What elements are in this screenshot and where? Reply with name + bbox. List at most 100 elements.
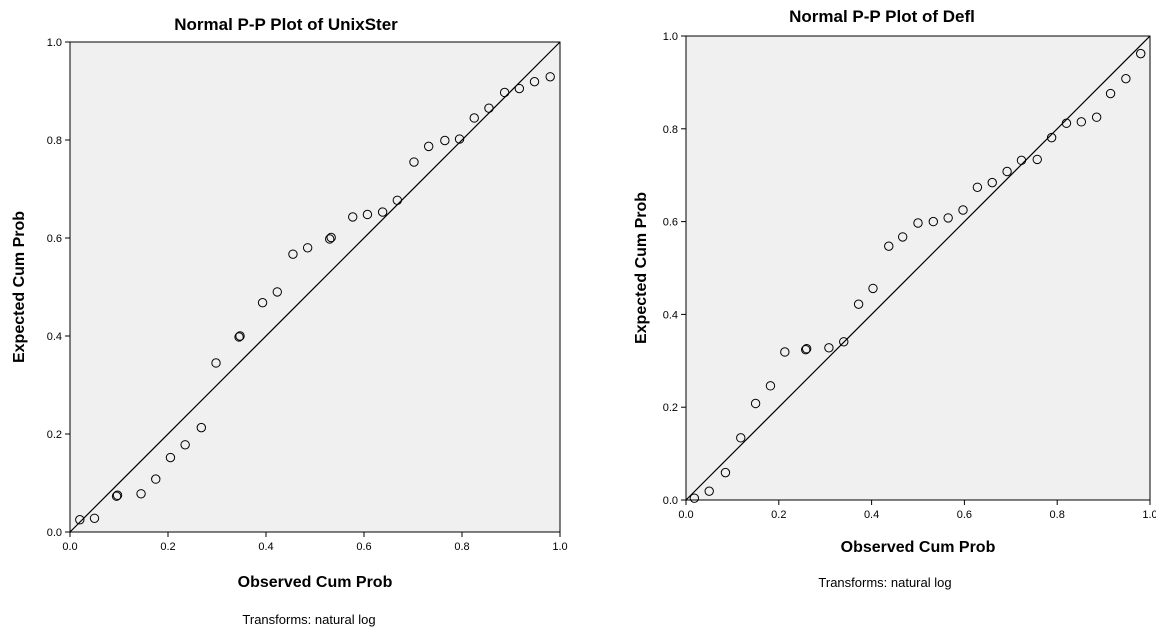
data-point	[288, 249, 298, 259]
data-point	[839, 337, 849, 347]
data-point	[484, 103, 494, 113]
data-point	[1105, 88, 1116, 99]
data-point	[704, 486, 714, 496]
y-tick-label: 1.0	[47, 37, 62, 49]
data-point	[529, 76, 540, 87]
reference-line	[685, 35, 1151, 501]
data-point	[750, 398, 761, 409]
data-point	[362, 209, 373, 220]
data-point	[235, 331, 245, 341]
data-point	[75, 515, 85, 525]
data-point	[499, 87, 510, 98]
pp-plot-unixster-svg: Normal P-P Plot of UnixSter 0.0 0.2 0.4 0.6…	[11, 15, 568, 627]
data-point	[272, 287, 282, 297]
data-point	[392, 195, 403, 205]
y-tick-label: 0.6	[47, 233, 62, 245]
x-tick-label: 0.0	[678, 509, 693, 521]
y-tick-label: 0.8	[663, 124, 678, 136]
y-tick-label: 0.4	[47, 331, 62, 343]
x-tick-label: 0.6	[356, 541, 371, 553]
data-point	[1046, 132, 1057, 143]
data-point	[302, 243, 313, 253]
axis-ticks: 0.0 0.2 0.4 0.6 0.8 1.0 0.0 0.2 0.4 0.6 0.8 1.0	[47, 37, 568, 553]
data-point	[211, 358, 221, 368]
x-tick-label: 0.4	[864, 509, 879, 521]
data-point	[1136, 48, 1146, 59]
data-point	[326, 232, 336, 243]
data-point	[469, 113, 479, 123]
data-point	[257, 297, 268, 308]
chart-title: Normal P-P Plot of UnixSter	[174, 15, 398, 34]
data-point	[736, 433, 746, 443]
data-point	[1076, 117, 1087, 127]
x-tick-label: 1.0	[552, 541, 567, 553]
x-axis-label: Observed Cum Prob	[238, 574, 393, 591]
data-point	[151, 474, 161, 484]
data-point	[89, 513, 100, 523]
data-point	[853, 299, 864, 309]
x-tick-label: 0.2	[771, 509, 786, 521]
y-tick-label: 0.0	[663, 495, 678, 507]
data-point	[348, 212, 358, 222]
data-point	[454, 134, 465, 144]
data-point	[1091, 112, 1102, 122]
data-point	[897, 232, 908, 242]
y-tick-label: 0.0	[47, 527, 62, 539]
data-point	[112, 490, 123, 500]
data-point	[943, 213, 953, 223]
data-point	[440, 135, 450, 146]
y-tick-label: 0.4	[663, 309, 678, 321]
data-point	[111, 491, 122, 501]
data-point	[987, 177, 997, 188]
data-point	[884, 241, 894, 251]
chart-title: Normal P-P Plot of Defl	[789, 7, 975, 26]
data-point	[765, 381, 776, 391]
data-point	[868, 283, 878, 294]
data-point	[913, 218, 923, 228]
data-point	[1121, 73, 1131, 84]
data-point	[801, 344, 811, 355]
data-point	[720, 467, 731, 478]
data-point	[689, 493, 700, 503]
x-tick-label: 1.0	[1142, 509, 1156, 521]
x-tick-label: 0.2	[160, 541, 175, 553]
data-point	[928, 216, 939, 227]
x-tick-label: 0.6	[957, 509, 972, 521]
reference-line	[69, 41, 561, 533]
x-tick-label: 0.4	[258, 541, 273, 553]
y-tick-label: 0.8	[47, 135, 62, 147]
data-point	[409, 157, 419, 167]
x-tick-label: 0.0	[62, 541, 77, 553]
y-tick-label: 1.0	[663, 31, 678, 43]
data-point	[423, 141, 434, 152]
data-points	[689, 48, 1146, 503]
y-axis-label: Expected Cum Prob	[633, 192, 650, 344]
transform-footnote: Transforms: natural log	[818, 575, 951, 590]
axis-ticks: 0.0 0.2 0.4 0.6 0.8 1.0 0.0 0.2 0.4 0.6 0.8 1.0	[663, 31, 1156, 521]
y-axis-label: Expected Cum Prob	[11, 211, 28, 363]
transform-footnote: Transforms: natural log	[242, 612, 375, 627]
data-point	[972, 182, 983, 192]
data-point	[958, 205, 968, 215]
data-point	[1061, 118, 1072, 128]
data-point	[514, 83, 525, 94]
x-axis-label: Observed Cum Prob	[841, 539, 996, 556]
pp-plot-unixster: Normal P-P Plot of UnixSter 0.0 0.2 0.4 0.6…	[0, 0, 576, 627]
data-point	[780, 347, 790, 357]
y-tick-label: 0.2	[47, 429, 62, 441]
data-point	[1016, 155, 1027, 166]
data-point	[196, 422, 207, 433]
x-tick-label: 0.8	[454, 541, 469, 553]
data-points	[75, 72, 555, 525]
pp-plot-defl-svg: Normal P-P Plot of Defl 0.0 0.2 0.4 0.6 0.8 1…	[633, 7, 1156, 590]
data-point	[180, 440, 190, 450]
data-point	[325, 234, 335, 244]
pp-plot-defl: Normal P-P Plot of Defl 0.0 0.2 0.4 0.6 0.8 1…	[580, 0, 1156, 627]
data-point	[377, 207, 388, 217]
data-point	[234, 332, 244, 342]
data-point	[824, 343, 834, 353]
y-tick-label: 0.6	[663, 217, 678, 229]
data-point	[165, 452, 176, 463]
data-point	[1002, 166, 1012, 177]
x-tick-label: 0.8	[1050, 509, 1065, 521]
